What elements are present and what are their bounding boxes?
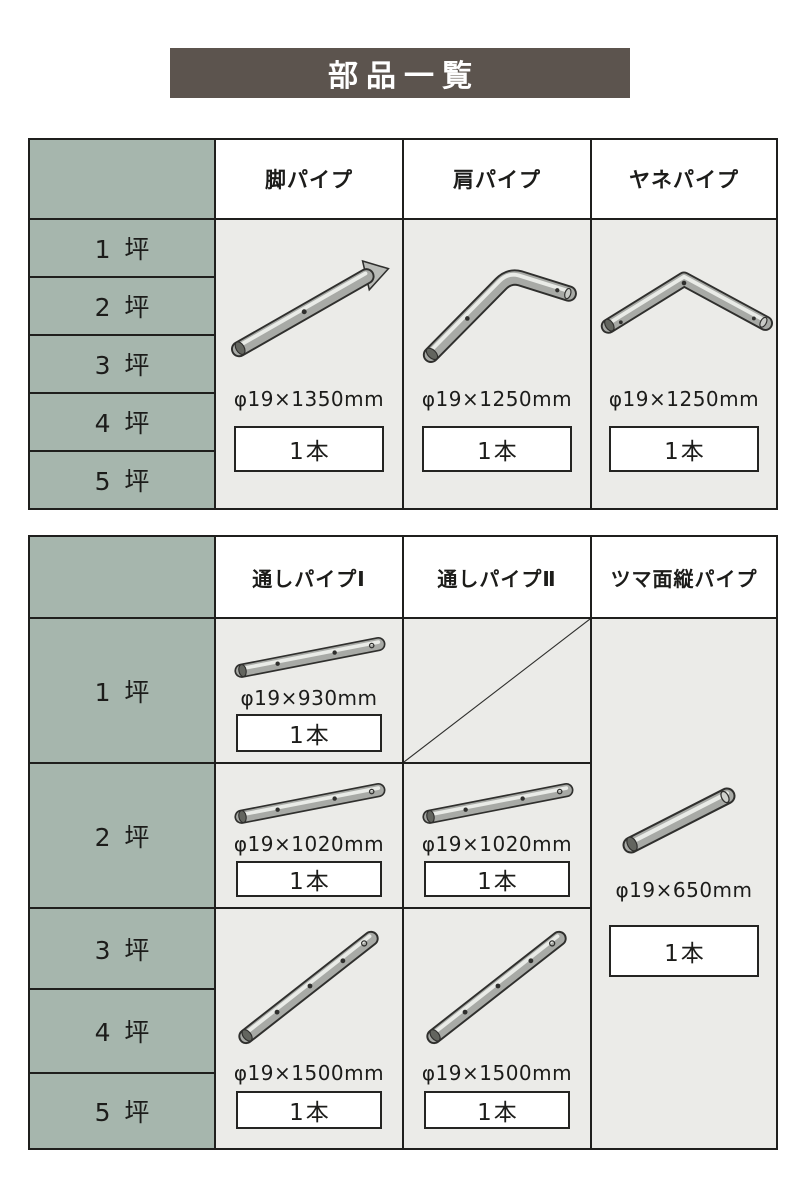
part-cell-toshi1-3to5tsubo: φ19×1500mm 1本 <box>216 909 402 1148</box>
part-cell-toshi2-2tsubo: φ19×1020mm 1本 <box>404 764 590 907</box>
part-cell-leg-pipe: φ19×1350mm 1本 <box>216 220 402 508</box>
spec-label: φ19×1250mm <box>421 387 573 411</box>
part-cell-toshi1-2tsubo: φ19×1020mm 1本 <box>216 764 402 907</box>
straight-pipe-icon <box>234 637 386 678</box>
spec-label: φ19×1350mm <box>233 387 385 411</box>
row-header-5tsubo: 5 坪 <box>30 1074 214 1148</box>
count-box: 1本 <box>236 1091 382 1129</box>
corner-cell <box>30 140 214 218</box>
row-header-2tsubo: 2 坪 <box>30 764 214 907</box>
column-header-tsumamen-pipe: ツマ面縦パイプ <box>592 537 776 617</box>
count-box: 1本 <box>236 714 382 752</box>
column-header-shoulder-pipe: 肩パイプ <box>404 140 590 218</box>
row-header-4tsubo: 4 坪 <box>30 394 214 450</box>
part-cell-tsumamen-pipe: φ19×650mm 1本 <box>592 619 776 1148</box>
count-box: 1本 <box>236 861 382 897</box>
row-header-5tsubo: 5 坪 <box>30 452 214 508</box>
column-header-label: ツマ面縦パイプ <box>610 566 758 591</box>
row-header-3tsubo: 3 坪 <box>30 336 214 392</box>
leg-pipe-icon <box>231 259 390 358</box>
count-box: 1本 <box>234 426 384 472</box>
roof-pipe-icon <box>600 271 773 334</box>
count-label: 1本 <box>289 723 331 749</box>
count-label: 1本 <box>289 1100 331 1126</box>
row-header-1tsubo: 1 坪 <box>30 220 214 276</box>
spec-label: φ19×1020mm <box>233 832 385 856</box>
count-box: 1本 <box>424 861 570 897</box>
diagonal-slash-icon <box>404 619 590 762</box>
count-label: 1本 <box>289 869 331 895</box>
count-label: 1本 <box>477 439 519 465</box>
column-header-toshi-pipe-1: 通しパイプⅠ <box>216 537 402 617</box>
corner-cell <box>30 537 214 617</box>
count-label: 1本 <box>664 941 706 967</box>
row-header-4tsubo: 4 坪 <box>30 990 214 1072</box>
long-diagonal-pipe-icon <box>238 930 379 1045</box>
straight-pipe-icon <box>422 783 574 824</box>
count-label: 1本 <box>664 439 706 465</box>
long-diagonal-pipe-icon <box>426 930 567 1045</box>
column-header-label: 脚パイプ <box>265 168 353 192</box>
column-header-label: 肩パイプ <box>453 168 541 192</box>
part-cell-shoulder-pipe: φ19×1250mm 1本 <box>404 220 590 508</box>
column-header-label: ヤネパイプ <box>629 168 739 192</box>
count-box: 1本 <box>424 1091 570 1129</box>
column-header-roof-pipe: ヤネパイプ <box>592 140 776 218</box>
column-header-leg-pipe: 脚パイプ <box>216 140 402 218</box>
part-cell-roof-pipe: φ19×1250mm 1本 <box>592 220 776 508</box>
row-header-3tsubo: 3 坪 <box>30 909 214 988</box>
column-header-label: 通しパイプⅠ <box>252 566 366 591</box>
short-pipe-icon <box>622 787 736 854</box>
title-banner: 部品一覧 <box>170 48 630 98</box>
page-title: 部品一覧 <box>328 59 480 94</box>
count-box: 1本 <box>422 426 572 472</box>
part-cell-toshi2-3to5tsubo: φ19×1500mm 1本 <box>404 909 590 1148</box>
count-box: 1本 <box>609 426 759 472</box>
column-header-label: 通しパイプⅡ <box>437 566 557 591</box>
part-cell-toshi2-1tsubo-empty <box>404 619 590 762</box>
count-label: 1本 <box>477 1100 519 1126</box>
spec-label: φ19×650mm <box>615 878 753 902</box>
spec-label: φ19×1500mm <box>421 1061 573 1085</box>
column-header-toshi-pipe-2: 通しパイプⅡ <box>404 537 590 617</box>
row-header-2tsubo: 2 坪 <box>30 278 214 334</box>
spec-label: φ19×930mm <box>240 686 378 710</box>
part-cell-toshi1-1tsubo: φ19×930mm 1本 <box>216 619 402 762</box>
row-header-1tsubo: 1 坪 <box>30 619 214 762</box>
count-label: 1本 <box>289 439 331 465</box>
spec-label: φ19×1250mm <box>608 387 760 411</box>
spec-label: φ19×1500mm <box>233 1061 385 1085</box>
parts-table-upper: 脚パイプ 肩パイプ ヤネパイプ 1 坪 2 坪 3 坪 4 坪 5 坪 φ19×… <box>28 138 778 510</box>
count-label: 1本 <box>477 869 519 895</box>
parts-table-lower: 通しパイプⅠ 通しパイプⅡ ツマ面縦パイプ 1 坪 2 坪 3 坪 4 坪 5 … <box>28 535 778 1150</box>
shoulder-pipe-icon <box>422 269 577 363</box>
straight-pipe-icon <box>234 783 386 824</box>
spec-label: φ19×1020mm <box>421 832 573 856</box>
count-box: 1本 <box>609 925 759 977</box>
